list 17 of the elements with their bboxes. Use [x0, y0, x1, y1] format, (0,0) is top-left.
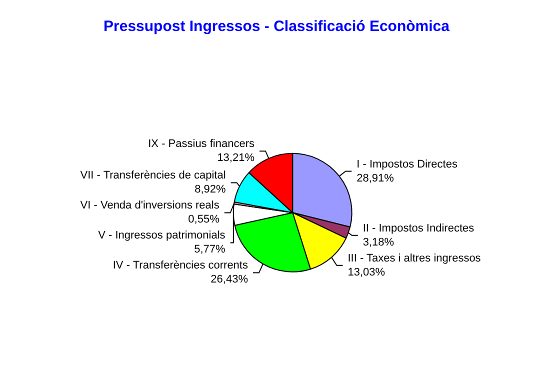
chart-title: Pressupost Ingressos - Classificació Econòmica — [104, 18, 450, 35]
data-label: 3,18% — [362, 236, 394, 248]
slice-label: II - Impostos Indirectes — [362, 222, 475, 234]
data-label: 13,03% — [348, 266, 386, 278]
data-label: 0,55% — [188, 214, 220, 226]
slice-label: I - Impostos Directes — [356, 158, 458, 170]
slice-label: V - Ingressos patrimonials — [98, 230, 226, 242]
data-label: 28,91% — [356, 172, 394, 184]
slice-label: VI - Venda d'inversions reals — [80, 200, 220, 212]
slice-label: III - Taxes i altres ingressos — [348, 252, 482, 264]
data-label: 5,77% — [194, 244, 226, 256]
slice-label: IX - Passius financers — [148, 138, 255, 150]
slice-label: VII - Transferències de capital — [80, 170, 226, 182]
data-label: 26,43% — [210, 274, 248, 286]
data-label: 13,21% — [217, 152, 255, 164]
data-label: 8,92% — [194, 184, 226, 196]
slice-label: IV - Transferències corrents — [112, 260, 248, 272]
